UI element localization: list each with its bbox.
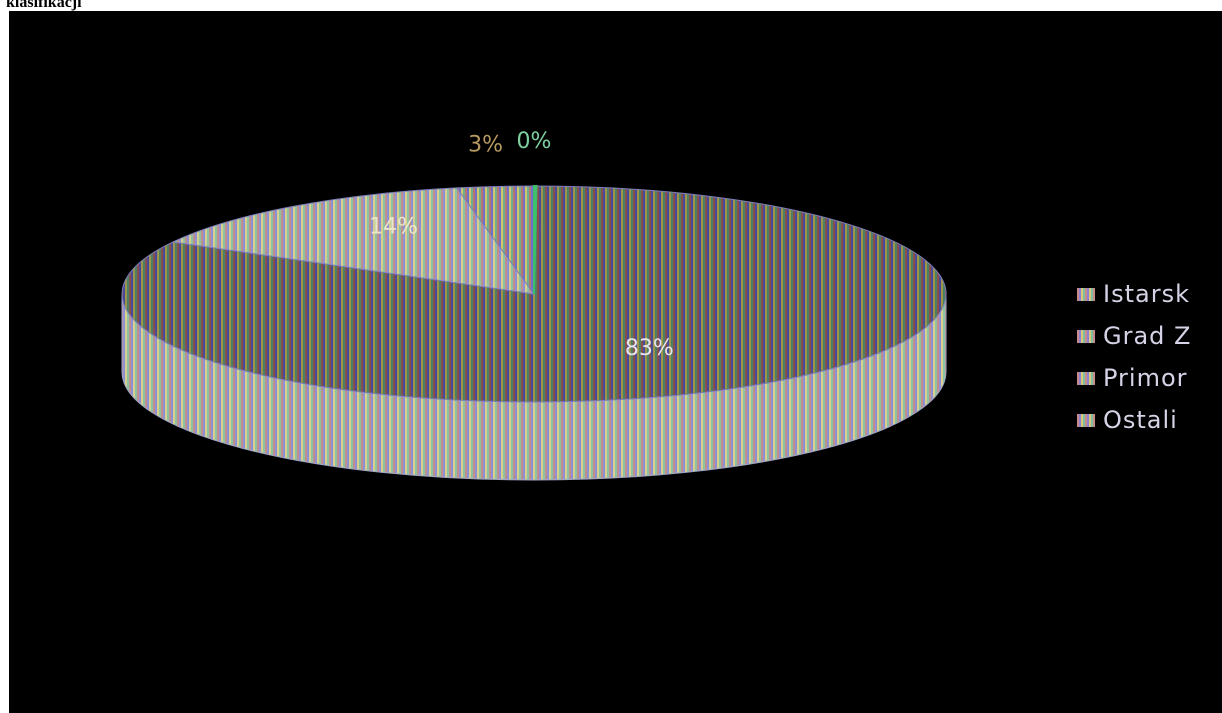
legend-label: Grad Z	[1103, 322, 1192, 350]
pie-data-label: 3%	[468, 133, 503, 158]
pie-slice	[533, 184, 538, 295]
pie-chart: 83% 14% 3% 0%	[121, 129, 947, 481]
pie-data-label: 83%	[625, 336, 674, 361]
legend-swatch	[1077, 287, 1095, 301]
legend-swatch	[1077, 329, 1095, 343]
legend-label: Ostali	[1103, 406, 1178, 434]
legend-item-ostali: Ostali	[1077, 405, 1178, 435]
chart-caption: klasifikacji	[6, 0, 82, 11]
legend-label: Istarsk	[1103, 280, 1190, 308]
legend-swatch	[1077, 413, 1095, 427]
legend-swatch	[1077, 371, 1095, 385]
legend-label: Primor	[1103, 364, 1188, 392]
pie-data-label: 14%	[369, 214, 418, 239]
legend-item-istarsk: Istarsk	[1077, 279, 1190, 309]
chart-area: 83% 14% 3% 0% Istarsk Grad Z Primor Ostali	[9, 11, 1222, 713]
pie-slice	[171, 187, 536, 295]
legend-item-primor: Primor	[1077, 363, 1188, 393]
pie-data-label: 0%	[517, 129, 552, 154]
legend-item-grad-z: Grad Z	[1077, 321, 1191, 351]
